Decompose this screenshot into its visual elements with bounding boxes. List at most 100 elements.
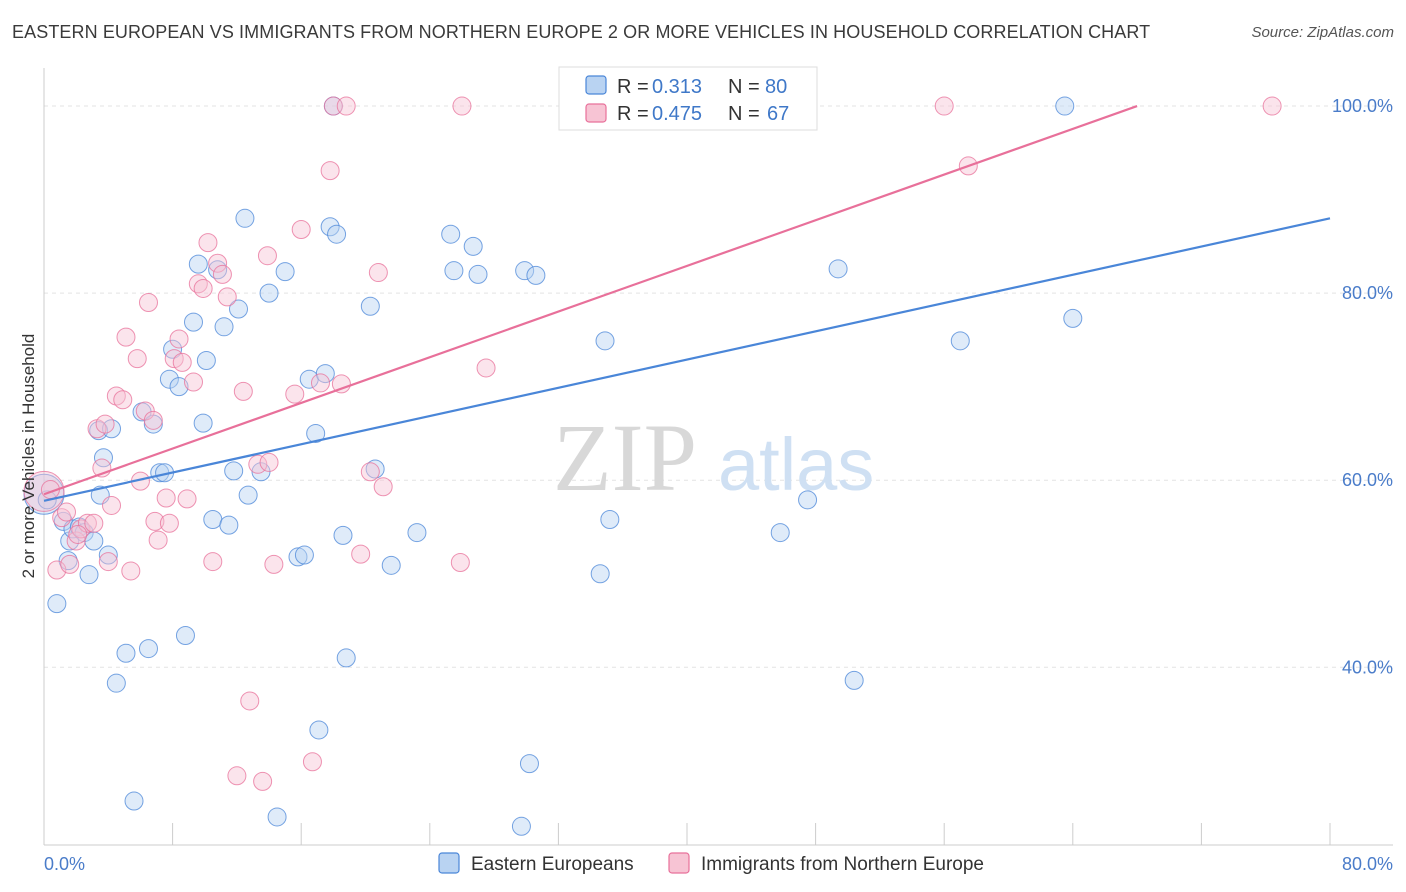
point-eastern-europeans — [360, 296, 380, 316]
legend-swatch-blue — [585, 75, 607, 95]
legend-label-eastern-europeans: Eastern Europeans — [471, 854, 634, 875]
legend-n-label-2: N = — [728, 103, 760, 125]
point-eastern-europeans — [116, 643, 136, 663]
axes — [43, 68, 1393, 846]
point-eastern-europeans — [214, 317, 234, 337]
point-northern-europe — [212, 264, 232, 284]
series-legend: Eastern Europeans Immigrants from Northe… — [438, 852, 984, 875]
legend-n-value-1: 80 — [765, 76, 787, 98]
point-eastern-europeans — [511, 816, 531, 836]
legend-r-label-1: R = — [617, 76, 649, 98]
watermark-zip: ZIP — [553, 404, 697, 511]
point-northern-europe — [113, 390, 133, 410]
point-northern-europe — [351, 544, 371, 564]
point-eastern-europeans — [600, 509, 620, 529]
point-northern-europe — [336, 96, 356, 116]
point-eastern-europeans — [183, 312, 203, 332]
point-eastern-europeans — [98, 545, 118, 565]
point-eastern-europeans — [238, 485, 258, 505]
point-northern-europe — [368, 263, 388, 283]
point-eastern-europeans — [595, 331, 615, 351]
trend-lines — [43, 105, 1331, 502]
point-eastern-europeans — [229, 299, 249, 319]
y-tick-labels: 40.0% 60.0% 80.0% 100.0% — [1332, 96, 1393, 677]
point-northern-europe — [452, 96, 472, 116]
point-northern-europe — [310, 373, 330, 393]
point-eastern-europeans — [138, 639, 158, 659]
point-eastern-europeans — [407, 523, 427, 543]
point-eastern-europeans — [106, 673, 126, 693]
point-northern-europe — [127, 349, 147, 369]
point-eastern-europeans — [169, 377, 189, 397]
x-tick-max: 80.0% — [1342, 854, 1393, 874]
point-eastern-europeans — [515, 261, 535, 281]
point-eastern-europeans — [526, 265, 546, 285]
point-eastern-europeans — [235, 208, 255, 228]
point-northern-europe — [193, 278, 213, 298]
point-northern-europe — [148, 530, 168, 550]
point-eastern-europeans — [468, 264, 488, 284]
point-northern-europe — [264, 554, 284, 574]
point-eastern-europeans — [306, 423, 326, 443]
point-northern-europe — [373, 477, 393, 497]
legend-r-label-2: R = — [617, 103, 649, 125]
point-eastern-europeans — [1055, 96, 1075, 116]
point-northern-europe — [227, 766, 247, 786]
legend-n-label-1: N = — [728, 76, 760, 98]
y-tick-label: 80.0% — [1342, 283, 1393, 303]
point-eastern-europeans — [441, 224, 461, 244]
point-eastern-europeans — [294, 545, 314, 565]
point-northern-europe — [77, 513, 97, 533]
point-northern-europe — [121, 561, 141, 581]
point-eastern-europeans — [519, 754, 539, 774]
x-tick-min: 0.0% — [44, 854, 85, 874]
stats-legend: R = 0.313 N = 80 R = 0.475 N = 67 — [558, 66, 818, 131]
point-northern-europe — [84, 513, 104, 533]
point-northern-europe — [106, 386, 126, 406]
point-northern-europe — [47, 560, 67, 580]
point-eastern-europeans — [336, 648, 356, 668]
point-northern-europe — [360, 462, 380, 482]
point-eastern-europeans — [798, 490, 818, 510]
point-northern-europe — [172, 352, 192, 372]
point-eastern-europeans — [267, 807, 287, 827]
point-northern-europe — [253, 771, 273, 791]
point-northern-europe — [143, 410, 163, 430]
y-tick-label: 40.0% — [1342, 657, 1393, 677]
point-eastern-europeans — [188, 254, 208, 274]
point-eastern-europeans — [219, 515, 239, 535]
point-northern-europe — [233, 381, 253, 401]
point-eastern-europeans — [590, 564, 610, 584]
point-northern-europe — [138, 292, 158, 312]
point-eastern-europeans — [333, 525, 353, 545]
point-eastern-europeans — [844, 670, 864, 690]
y-axis-label: 2 or more Vehicles in Household — [19, 334, 38, 579]
point-eastern-europeans — [193, 413, 213, 433]
point-eastern-europeans — [309, 720, 329, 740]
point-northern-europe — [257, 246, 277, 266]
point-northern-europe — [331, 374, 351, 394]
point-eastern-europeans — [47, 594, 67, 614]
point-northern-europe — [259, 452, 279, 472]
point-eastern-europeans — [770, 523, 790, 543]
point-northern-europe — [102, 495, 122, 515]
point-eastern-europeans — [1063, 308, 1083, 328]
point-eastern-europeans — [93, 448, 113, 468]
point-northern-europe — [183, 372, 203, 392]
point-northern-europe — [450, 553, 470, 573]
legend-r-value-1: 0.313 — [652, 76, 702, 98]
point-northern-europe — [291, 220, 311, 240]
point-eastern-europeans — [175, 625, 195, 645]
legend-swatch-eastern-europeans — [438, 852, 460, 874]
point-eastern-europeans — [315, 364, 335, 384]
legend-n-value-2: 67 — [767, 103, 789, 125]
point-northern-europe — [169, 329, 189, 349]
point-eastern-europeans — [60, 531, 80, 551]
point-northern-europe — [240, 691, 260, 711]
point-northern-europe — [60, 554, 80, 574]
point-eastern-europeans — [444, 261, 464, 281]
point-eastern-europeans — [275, 262, 295, 282]
y-tick-label: 100.0% — [1332, 96, 1393, 116]
legend-r-value-2: 0.475 — [652, 103, 702, 125]
point-northern-europe — [203, 552, 223, 572]
